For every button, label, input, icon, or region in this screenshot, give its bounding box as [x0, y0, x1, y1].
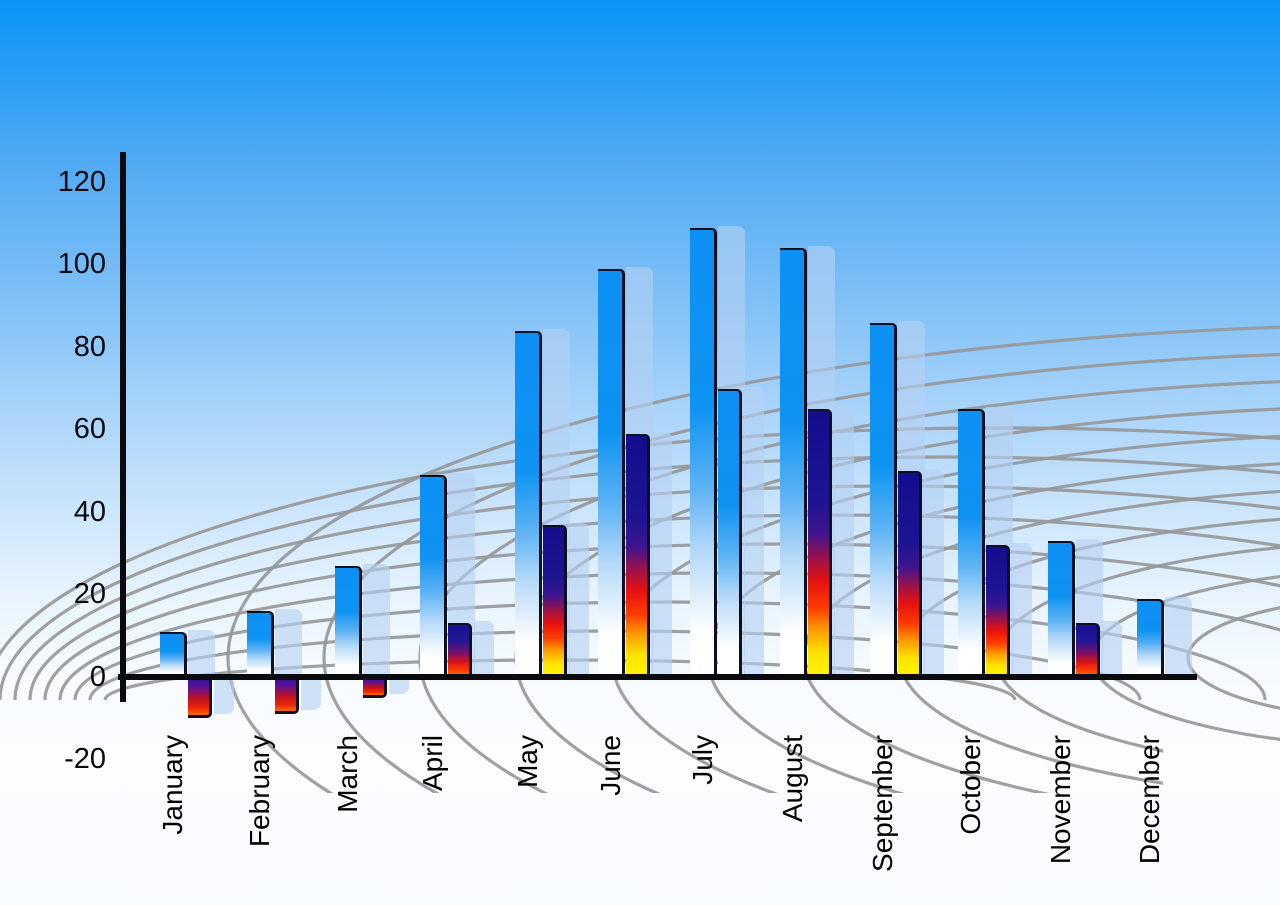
- x-tick-label-april: April: [417, 735, 448, 792]
- bar-shadow-october-secondary: [1012, 543, 1032, 677]
- bar-december-primary: [1137, 598, 1164, 677]
- x-tick-label-november: November: [1045, 735, 1076, 865]
- bar-january-primary: [160, 631, 187, 677]
- bar-march-secondary: [363, 677, 387, 698]
- bar-march-primary: [335, 565, 362, 677]
- bar-shadow-december-primary: [1165, 596, 1192, 677]
- x-tick-label-july: July: [687, 735, 718, 785]
- bar-shadow-january-secondary: [214, 678, 234, 715]
- x-tick-label-december: December: [1134, 735, 1165, 865]
- bar-shadow-july-secondary: [744, 386, 764, 677]
- y-tick-label-100: 100: [57, 248, 106, 281]
- y-axis-line: [120, 152, 126, 702]
- y-tick-label-40: 40: [73, 495, 106, 528]
- bar-august-primary: [780, 248, 807, 677]
- bar-july-primary: [690, 227, 717, 677]
- bar-shadow-january-primary: [188, 629, 215, 677]
- x-tick-label-january: January: [157, 735, 188, 835]
- bar-shadow-april-secondary: [474, 621, 494, 677]
- bar-shadow-september-secondary: [924, 468, 944, 677]
- bar-shadow-november-secondary: [1102, 621, 1122, 677]
- bar-february-primary: [247, 611, 274, 677]
- grid-arc: [0, 455, 1280, 701]
- grid-ellipse: [322, 350, 1280, 793]
- grid-arc: [43, 542, 1280, 701]
- bar-august-secondary: [808, 409, 832, 677]
- bar-november-secondary: [1076, 623, 1100, 677]
- bar-april-primary: [420, 475, 447, 677]
- bar-september-primary: [870, 322, 897, 677]
- bar-october-secondary: [986, 545, 1010, 677]
- bar-shadow-march-primary: [363, 563, 390, 677]
- bar-shadow-february-primary: [275, 609, 302, 677]
- bar-november-primary: [1048, 541, 1075, 677]
- y-tick-label--20: -20: [64, 742, 106, 775]
- bar-shadow-august-secondary: [834, 407, 854, 677]
- x-tick-label-september: September: [867, 735, 898, 872]
- bar-october-primary: [958, 409, 985, 677]
- grid-ellipse: [1186, 593, 1280, 723]
- y-tick-label-60: 60: [73, 413, 106, 446]
- y-tick-label-0: 0: [89, 660, 106, 693]
- bar-may-secondary: [543, 524, 567, 677]
- x-tick-label-may: May: [512, 735, 543, 788]
- x-tick-label-october: October: [955, 735, 986, 835]
- bar-shadow-march-secondary: [389, 678, 409, 694]
- y-tick-label-120: 120: [57, 165, 106, 198]
- bar-february-secondary: [275, 677, 299, 715]
- bar-shadow-february-secondary: [301, 678, 321, 711]
- bar-july-secondary: [718, 388, 742, 677]
- bar-september-secondary: [898, 470, 922, 677]
- bar-april-secondary: [448, 623, 472, 677]
- bar-june-secondary: [626, 433, 650, 677]
- x-tick-label-march: March: [332, 735, 363, 813]
- bar-may-primary: [515, 330, 542, 677]
- bar-june-primary: [598, 269, 625, 677]
- bar-shadow-may-secondary: [569, 522, 589, 677]
- bar-shadow-june-secondary: [652, 431, 672, 677]
- x-tick-label-february: February: [244, 735, 275, 848]
- x-axis-baseline: [118, 674, 1197, 680]
- y-tick-label-80: 80: [73, 330, 106, 363]
- grid-ellipse: [226, 323, 1280, 793]
- x-tick-label-august: August: [777, 735, 808, 823]
- bar-january-secondary: [188, 677, 212, 719]
- x-tick-label-june: June: [595, 735, 626, 796]
- y-tick-label-20: 20: [73, 578, 106, 611]
